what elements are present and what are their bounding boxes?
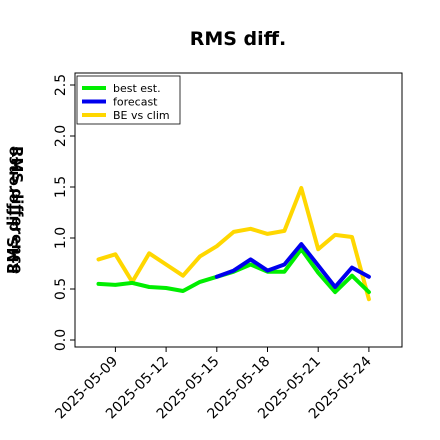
series-line-be-vs-clim xyxy=(96,186,371,302)
legend-label-best-est-: best est. xyxy=(113,82,161,95)
y-axis-label-mirrored: RMS difference xyxy=(8,146,26,274)
y-axis-label-right-reading: RMS difference xyxy=(4,146,22,274)
y-tick-label-0.0: 0.0 xyxy=(53,329,69,351)
chart-title: RMS diff. xyxy=(190,28,287,50)
y-tick-label-2.0: 2.0 xyxy=(53,125,69,147)
plot-frame xyxy=(74,72,403,348)
y-tick-label-1.5: 1.5 xyxy=(53,176,69,198)
legend-label-be-vs-clim: BE vs clim xyxy=(113,109,170,122)
series-lines xyxy=(96,186,371,302)
y-tick-label-0.5: 0.5 xyxy=(53,278,69,300)
axes: 0.00.51.01.52.02.52025-05-092025-05-1220… xyxy=(52,72,403,422)
legend-label-forecast: forecast xyxy=(113,96,158,109)
y-tick-label-2.5: 2.5 xyxy=(53,74,69,96)
series-line-forecast xyxy=(214,242,371,289)
y-tick-label-1.0: 1.0 xyxy=(53,227,69,249)
